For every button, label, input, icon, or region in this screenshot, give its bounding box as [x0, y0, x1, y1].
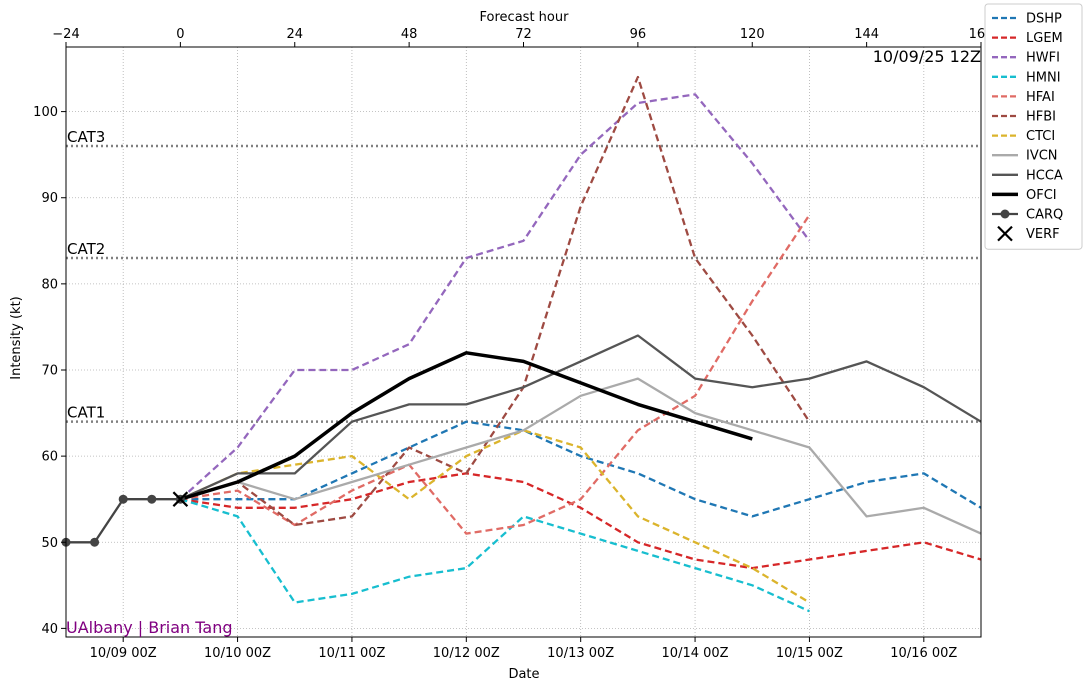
series-hmni-line [180, 498, 810, 613]
legend-label-dshp: DSHP [1026, 12, 1062, 27]
y-tick-label: 40 [41, 622, 58, 637]
legend-item-ctci: CTCI [992, 129, 1055, 144]
legend-swatch-verf [997, 225, 1013, 242]
legend-item-hfbi: HFBI [992, 110, 1056, 125]
top-axis-title: Forecast hour [480, 10, 570, 25]
y-tick-label: 60 [41, 450, 58, 465]
legend-label-hfai: HFAI [1026, 90, 1055, 105]
top-tick-label: 72 [515, 27, 532, 42]
legend-item-ofci: OFCI [992, 188, 1057, 203]
legend-box [984, 3, 1083, 250]
legend-item-carq: CARQ [992, 208, 1063, 223]
threshold-label-cat1: CAT1 [67, 404, 105, 422]
legend-item-hmni: HMNI [992, 70, 1061, 85]
series-verf-marker [172, 491, 189, 507]
legend-label-hcca: HCCA [1026, 168, 1063, 183]
legend-item-lgem: LGEM [992, 31, 1063, 46]
series-carq-point [147, 494, 157, 504]
series-ofci-line [179, 351, 753, 501]
legend-label-ofci: OFCI [1026, 188, 1057, 203]
series-layer [61, 75, 982, 613]
x-tick-label: 10/14 00Z [662, 646, 729, 661]
y-tick-label: 50 [41, 536, 58, 551]
series-hcca-line [179, 334, 982, 501]
top-tick-label: 120 [740, 27, 765, 42]
series-ivcn-line [180, 377, 982, 535]
series-hwfi-line [179, 93, 811, 501]
legend-label-ctci: CTCI [1026, 129, 1055, 144]
x-tick-label: 10/15 00Z [776, 646, 843, 661]
legend-label-ivcn: IVCN [1026, 149, 1058, 164]
series-lgem-line [180, 472, 982, 570]
series-hfbi-line [180, 75, 811, 527]
top-tick-label: 48 [401, 27, 418, 42]
legend-item-hwfi: HWFI [992, 51, 1060, 66]
legend-label-lgem: LGEM [1026, 31, 1063, 46]
credit-label: UAlbany | Brian Tang [66, 618, 233, 637]
top-tick-label: −24 [52, 27, 79, 42]
x-axis-title: Date [508, 667, 539, 682]
y-tick-label: 100 [33, 105, 58, 120]
threshold-label-cat2: CAT2 [67, 240, 105, 258]
x-tick-label: 10/11 00Z [318, 646, 385, 661]
x-tick-label: 10/12 00Z [433, 646, 500, 661]
timestamp-label: 10/09/25 12Z [873, 47, 981, 66]
legend: DSHP LGEM HWFI HMNI HFAI HFBI CTCI IVCN HCCA OFCI… [984, 3, 1083, 250]
top-tick-label: 144 [854, 27, 879, 42]
top-tick-label: 0 [176, 27, 184, 42]
top-tick-label: 96 [630, 27, 647, 42]
x-tick-label: 10/10 00Z [204, 646, 271, 661]
legend-label-hmni: HMNI [1026, 70, 1061, 85]
series-carq-point [90, 537, 100, 547]
series-dshp-line [180, 420, 982, 518]
y-tick-label: 80 [41, 277, 58, 292]
y-tick-label: 90 [41, 191, 58, 206]
legend-item-hcca: HCCA [992, 168, 1063, 183]
x-tick-label: 10/16 00Z [890, 646, 957, 661]
legend-label-hwfi: HWFI [1026, 51, 1060, 66]
series-ctci-line [179, 429, 810, 604]
x-tick-label: 10/09 00Z [90, 646, 157, 661]
x-tick-label: 10/13 00Z [547, 646, 614, 661]
legend-item-verf: VERF [997, 225, 1060, 242]
y-axis-title: Intensity (kt) [9, 296, 24, 379]
y-tick-label: 70 [41, 363, 58, 378]
grid-layer [66, 47, 981, 637]
legend-label-hfbi: HFBI [1026, 110, 1056, 125]
top-tick-label: 24 [286, 27, 303, 42]
legend-item-dshp: DSHP [992, 12, 1062, 27]
legend-label-carq: CARQ [1026, 208, 1063, 223]
legend-item-ivcn: IVCN [992, 149, 1058, 164]
threshold-label-cat3: CAT3 [67, 128, 105, 146]
series-verf-marker-stroke [172, 491, 189, 507]
series-carq-point [118, 494, 128, 504]
legend-label-verf: VERF [1026, 227, 1060, 242]
threshold-layer: CAT1 CAT2 CAT3 [66, 128, 981, 423]
legend-item-hfai: HFAI [992, 90, 1055, 105]
legend-swatch-marker-carq [1000, 209, 1010, 219]
